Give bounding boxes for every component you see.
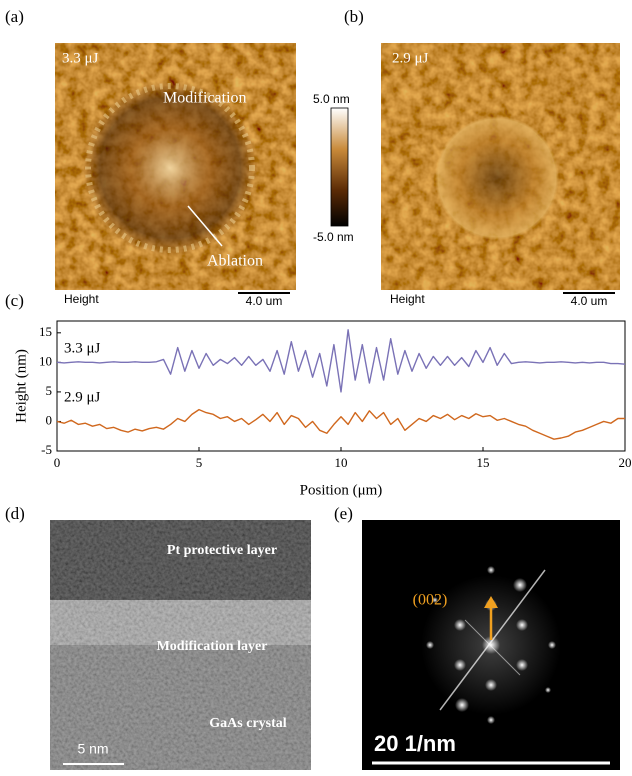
figure: (a) (b) (c) (d) (e) 3.3 μJ Modification … [0, 0, 632, 776]
spot [548, 641, 556, 649]
scale-label: 20 1/nm [374, 731, 456, 756]
fft-image: (002) 20 1/nm [362, 520, 620, 770]
series-label: 2.9 μJ [64, 389, 101, 405]
x-axis-label: Position (μm) [300, 482, 383, 498]
spot [545, 687, 551, 693]
annotation: Modification [163, 90, 247, 107]
spot [485, 679, 497, 691]
energy-label: 2.9 μJ [392, 50, 429, 66]
spot [454, 659, 466, 671]
x-tick-label: 20 [619, 455, 632, 470]
afm-image: 3.3 μJ Modification Ablation [55, 43, 296, 290]
x-tick-label: 10 [335, 455, 348, 470]
tem-image: Pt protective layer Modification layer G… [50, 520, 311, 770]
spot [455, 698, 469, 712]
panel-label: (a) [5, 7, 24, 26]
layer-label: Pt protective layer [167, 543, 277, 558]
y-tick-label: 0 [46, 412, 53, 427]
channel-label: Height [390, 292, 425, 306]
colorbar-max: 5.0 nm [313, 92, 350, 106]
panel-label: (b) [344, 7, 364, 26]
afm-image: 2.9 μJ [381, 43, 620, 290]
scale-label: 4.0 um [571, 294, 608, 308]
x-tick-label: 0 [54, 455, 61, 470]
spot [454, 619, 466, 631]
x-tick-label: 15 [477, 455, 490, 470]
colorbar [331, 108, 348, 226]
colorbar-min: -5.0 nm [313, 230, 354, 244]
scale-label: 4.0 um [246, 294, 283, 308]
y-axis-label: Height (nm) [13, 349, 29, 423]
layer-label: Modification layer [157, 639, 268, 654]
crater [435, 116, 559, 240]
x-tick-label: 5 [196, 455, 203, 470]
layer-label: GaAs crystal [209, 716, 286, 731]
spot [513, 578, 527, 592]
scale-label: 5 nm [77, 741, 108, 757]
y-tick-label: 5 [46, 383, 53, 398]
series-label: 3.3 μJ [64, 340, 101, 356]
spot [516, 619, 528, 631]
panel-label: (d) [5, 504, 25, 523]
energy-label: 3.3 μJ [62, 50, 99, 66]
panel-label: (e) [334, 504, 353, 523]
panel-label: (c) [5, 291, 24, 310]
y-tick-label: 10 [39, 353, 52, 368]
y-tick-label: 15 [39, 324, 52, 339]
data-line [57, 330, 625, 392]
y-tick-label: -5 [41, 442, 52, 457]
channel-label: Height [64, 292, 99, 306]
spot-label: (002) [413, 592, 448, 609]
spot [487, 716, 495, 724]
data-line [57, 410, 625, 440]
annotation: Ablation [207, 253, 263, 270]
spot [487, 566, 495, 574]
line-chart: Position (μm) Height (nm) 3.3 μJ 2.9 μJ … [13, 321, 631, 498]
spot [516, 659, 528, 671]
spot [426, 641, 434, 649]
